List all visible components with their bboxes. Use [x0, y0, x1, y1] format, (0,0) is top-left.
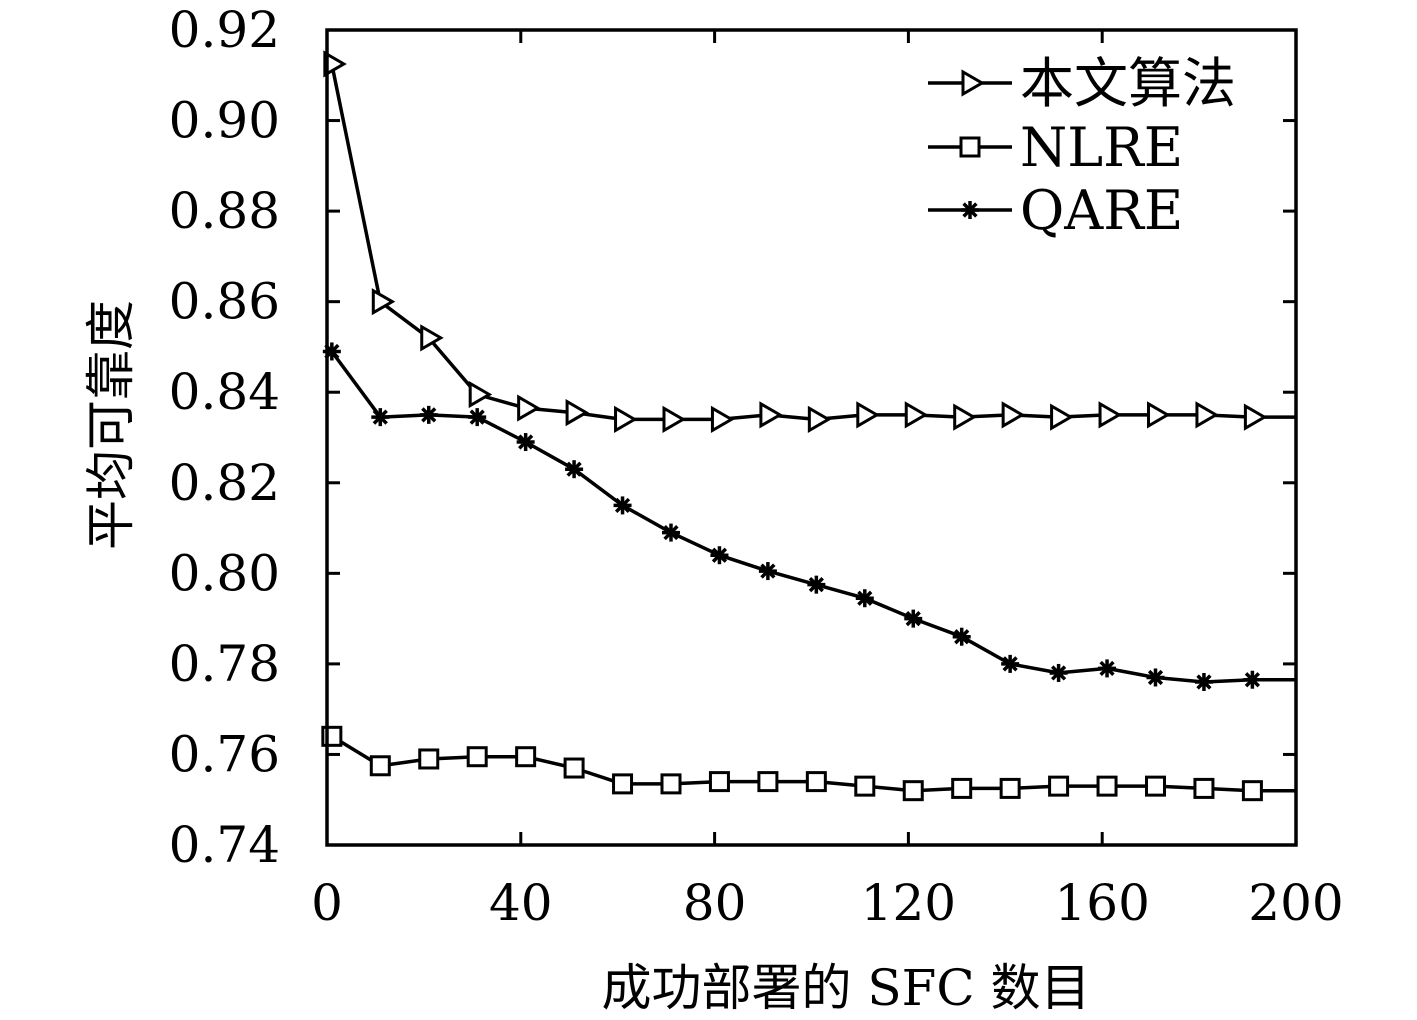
x-tick-label-1: 40 — [489, 874, 553, 932]
series-0-point-4 — [517, 394, 541, 422]
series-0-point-11 — [856, 401, 880, 429]
series-0-point-19 — [1243, 403, 1268, 431]
y-tick-label-7: 0.88 — [169, 182, 280, 240]
series-1-point-14 — [999, 777, 1021, 799]
series-1-point-17 — [1144, 775, 1166, 797]
series-0-point-10 — [807, 405, 832, 433]
series-0-point-17 — [1146, 401, 1171, 429]
series-0-point-5 — [565, 398, 590, 427]
series-1-point-1 — [369, 755, 391, 777]
series-2-point-11 — [855, 589, 874, 608]
series-1-point-19 — [1241, 780, 1263, 802]
series-0-point-18 — [1195, 401, 1219, 429]
legend-label-0: 本文算法 — [1020, 52, 1236, 115]
series-2-point-7 — [661, 523, 680, 542]
series-1-point-15 — [1048, 775, 1070, 797]
series-2-point-18 — [1194, 673, 1213, 691]
legend-label-1: NLRE — [1020, 116, 1183, 179]
x-tick-label-3: 120 — [861, 874, 956, 932]
series-2-point-9 — [758, 562, 777, 581]
series-2-point-15 — [1049, 663, 1068, 682]
y-tick-label-3: 0.80 — [169, 544, 280, 602]
legend-marker-1 — [959, 136, 981, 158]
series-0-point-3 — [468, 380, 493, 409]
series-0-point-6 — [614, 405, 638, 433]
y-tick-label-1: 0.76 — [169, 725, 280, 783]
series-1-point-6 — [612, 773, 634, 795]
x-axis-title: 成功部署的 SFC 数目 — [602, 959, 1091, 1017]
series-1-point-9 — [757, 771, 779, 793]
legend-label-2: QARE — [1020, 179, 1183, 242]
series-1-point-8 — [708, 771, 730, 793]
legend-marker-2 — [961, 201, 979, 219]
series-1-point-16 — [1096, 775, 1118, 797]
series-1-point-11 — [854, 775, 876, 797]
series-1-point-7 — [660, 773, 682, 795]
series-2-point-3 — [468, 408, 487, 427]
series-1-point-18 — [1193, 777, 1215, 799]
y-tick-label-9: 0.92 — [169, 1, 280, 59]
series-2-point-8 — [710, 546, 729, 565]
series-2-point-19 — [1243, 670, 1262, 689]
series-2-point-2 — [419, 405, 438, 424]
y-tick-label-0: 0.74 — [169, 816, 280, 874]
series-2-point-5 — [565, 460, 584, 479]
series-1-point-13 — [951, 777, 973, 799]
series-2-point-17 — [1146, 668, 1165, 687]
series-1-point-12 — [902, 780, 924, 802]
series-2-point-6 — [613, 496, 632, 515]
legend-marker-0 — [961, 69, 985, 97]
series-1-point-4 — [515, 746, 537, 768]
series-2-point-14 — [1001, 654, 1020, 673]
series-0-point-12 — [904, 401, 929, 429]
series-2-point-13 — [952, 627, 971, 646]
y-tick-label-6: 0.86 — [169, 273, 280, 331]
y-tick-label-5: 0.84 — [169, 363, 280, 421]
series-0-point-1 — [371, 288, 396, 316]
x-tick-label-2: 80 — [683, 874, 747, 932]
series-0-point-8 — [710, 405, 735, 433]
plot-frame — [325, 28, 1298, 847]
series-2-point-10 — [807, 575, 826, 594]
series-1-point-5 — [563, 757, 585, 779]
series-1-point-2 — [418, 748, 440, 770]
y-tick-label-4: 0.82 — [169, 454, 280, 512]
x-tick-label-0: 0 — [311, 874, 343, 932]
y-tick-label-2: 0.78 — [169, 635, 280, 693]
series-2-point-16 — [1098, 659, 1117, 678]
y-tick-label-8: 0.90 — [169, 92, 280, 150]
x-tick-label-4: 160 — [1054, 874, 1149, 932]
series-0-point-9 — [759, 401, 783, 429]
series-2-point-12 — [904, 609, 923, 628]
series-1-point-10 — [805, 771, 827, 793]
y-axis-ticks: 0.74 0.76 0.78 0.80 0.82 0.84 0.86 0.88 0.90 0.92 — [169, 1, 1296, 874]
series-0-point-0 — [323, 50, 347, 78]
series-0-point-14 — [1001, 401, 1026, 429]
series-0-point-13 — [953, 403, 977, 431]
series-0-point-2 — [420, 324, 444, 352]
series-0-point-7 — [662, 405, 686, 433]
series-2-point-4 — [516, 433, 535, 452]
x-axis-ticks: 0 40 80 120 160 200 — [311, 30, 1344, 932]
y-axis-title: 平均可靠度 — [82, 300, 140, 550]
series-0-point-15 — [1050, 403, 1074, 431]
series-2-point-1 — [371, 408, 390, 427]
series-0-point-16 — [1098, 401, 1123, 429]
plot-markers — [321, 50, 1268, 802]
x-tick-label-5: 200 — [1248, 874, 1343, 932]
series-1-point-3 — [466, 746, 488, 768]
